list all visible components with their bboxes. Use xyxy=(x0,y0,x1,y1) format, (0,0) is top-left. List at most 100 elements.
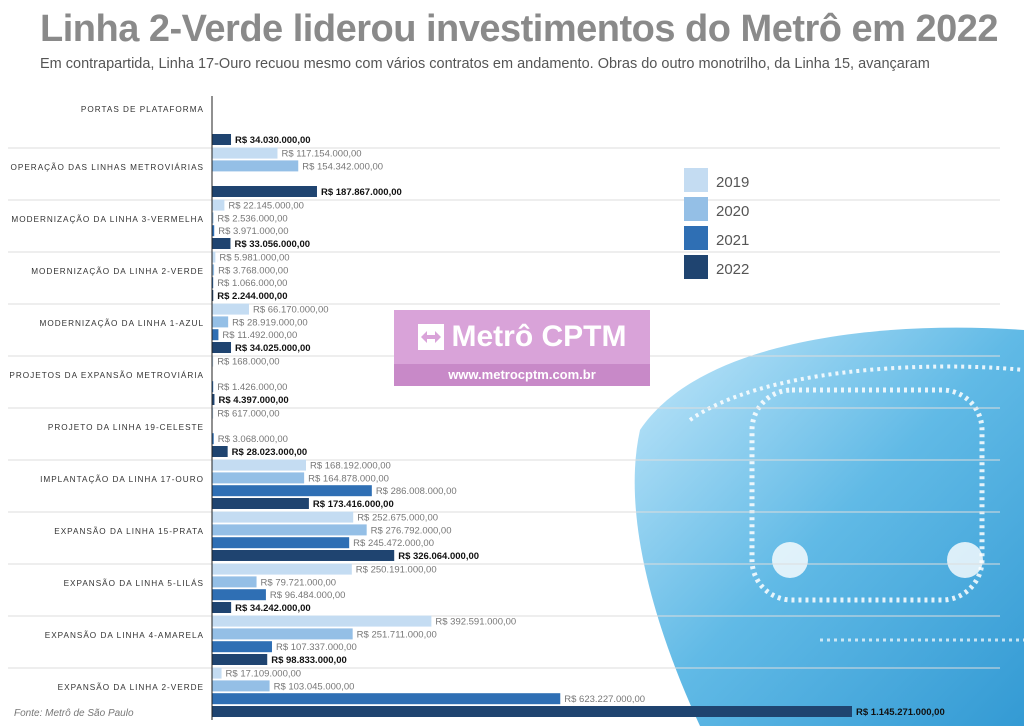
category-group: EXPANSÃO DA LINHA 4-AMARELA R$ 392.591.00… xyxy=(8,615,1000,666)
data-label-2019: R$ 617.000,00 xyxy=(217,409,279,420)
source-note: Fonte: Metrô de São Paulo xyxy=(14,708,134,719)
data-label-2022: R$ 34.030.000,00 xyxy=(235,135,311,146)
data-label-2019: R$ 168.192.000,00 xyxy=(310,461,391,472)
data-label-2021: R$ 96.484.000,00 xyxy=(270,590,346,601)
bar-2019 xyxy=(212,199,225,211)
data-label-2022: R$ 98.833.000,00 xyxy=(271,655,347,666)
bar-2022 xyxy=(212,602,232,613)
data-label-2020: R$ 251.711.000,00 xyxy=(357,629,437,640)
category-group: MODERNIZAÇÃO DA LINHA 2-VERDE R$ 5.981.00… xyxy=(8,251,1000,302)
legend-swatch-2020 xyxy=(684,197,708,221)
data-label-2022: R$ 34.242.000,00 xyxy=(235,603,311,614)
data-label-2022: R$ 33.056.000,00 xyxy=(234,239,310,250)
bar-2021 xyxy=(212,641,272,653)
bar-2019 xyxy=(212,147,278,159)
category-label: MODERNIZAÇÃO DA LINHA 2-VERDE xyxy=(31,266,204,276)
data-label-2020: R$ 154.342.000,00 xyxy=(302,161,383,172)
bar-2020 xyxy=(212,316,229,328)
data-label-2020: R$ 28.919.000,00 xyxy=(232,317,308,328)
bar-2022 xyxy=(212,550,395,561)
legend-swatch-2019 xyxy=(684,168,708,192)
data-label-2022: R$ 173.416.000,00 xyxy=(313,499,394,510)
data-label-2020: R$ 3.768.000,00 xyxy=(218,265,288,276)
bar-2021 xyxy=(212,277,214,289)
category-label: MODERNIZAÇÃO DA LINHA 1-AZUL xyxy=(40,318,204,328)
data-label-2019: R$ 5.981.000,00 xyxy=(219,253,289,264)
chart-legend: 2019 2020 2021 2022 xyxy=(684,168,749,279)
bar-2022 xyxy=(212,186,317,197)
bar-2022 xyxy=(212,446,228,457)
bar-2022 xyxy=(212,238,231,249)
category-label: EXPANSÃO DA LINHA 2-VERDE xyxy=(58,682,204,692)
bar-2022 xyxy=(212,290,214,301)
watermark-brand-text: Metrô CPTM xyxy=(451,320,627,353)
category-label: MODERNIZAÇÃO DA LINHA 3-VERMELHA xyxy=(11,214,204,224)
legend-label-2022: 2022 xyxy=(716,261,749,278)
bar-2022 xyxy=(212,498,309,509)
bar-2020 xyxy=(212,628,353,640)
bar-2020 xyxy=(212,576,257,588)
bar-2020 xyxy=(212,472,305,484)
data-label-2019: R$ 250.191.000,00 xyxy=(356,565,437,576)
bar-2022 xyxy=(212,342,232,353)
data-label-2022: R$ 2.244.000,00 xyxy=(217,291,287,302)
data-label-2019: R$ 168.000,00 xyxy=(217,357,279,368)
category-group: EXPANSÃO DA LINHA 5-LILÁS R$ 250.191.000,… xyxy=(8,563,1000,614)
category-group: PROJETO DA LINHA 19-CELESTE R$ 617.000,00… xyxy=(8,407,1000,458)
data-label-2021: R$ 623.227.000,00 xyxy=(564,694,645,705)
data-label-2019: R$ 392.591.000,00 xyxy=(435,617,516,628)
data-label-2021: R$ 1.426.000,00 xyxy=(217,382,287,393)
bar-2021 xyxy=(212,693,561,705)
bar-2022 xyxy=(212,394,215,405)
bar-2019 xyxy=(212,667,222,679)
chart-subtitle: Em contrapartida, Linha 17-Ouro recuou m… xyxy=(40,56,930,72)
category-group: IMPLANTAÇÃO DA LINHA 17-OURO R$ 168.192.0… xyxy=(8,459,1000,510)
data-label-2019: R$ 17.109.000,00 xyxy=(226,669,302,680)
data-label-2019: R$ 66.170.000,00 xyxy=(253,305,329,316)
bar-2022 xyxy=(212,134,232,145)
category-group: EXPANSÃO DA LINHA 15-PRATA R$ 252.675.000… xyxy=(8,511,1000,562)
watermark-logo: Metrô CPTM www.metrocptm.com.br xyxy=(394,310,650,388)
category-group: EXPANSÃO DA LINHA 2-VERDE R$ 17.109.000,0… xyxy=(8,667,1000,718)
data-label-2022: R$ 4.397.000,00 xyxy=(218,395,288,406)
category-label: PORTAS DE PLATAFORMA xyxy=(81,105,204,114)
data-label-2020: R$ 164.878.000,00 xyxy=(308,473,389,484)
bar-2021 xyxy=(212,485,372,497)
bar-2019 xyxy=(212,407,214,419)
bar-2019 xyxy=(212,563,352,575)
legend-label-2019: 2019 xyxy=(716,174,749,191)
category-label: PROJETOS DA EXPANSÃO METROVIÁRIA xyxy=(9,370,204,380)
bar-2020 xyxy=(212,680,270,692)
bar-2019 xyxy=(212,511,354,523)
data-label-2022: R$ 326.064.000,00 xyxy=(398,551,479,562)
bar-2020 xyxy=(212,264,215,276)
bar-2019 xyxy=(212,459,306,471)
category-label: EXPANSÃO DA LINHA 15-PRATA xyxy=(54,526,204,536)
bar-2021 xyxy=(212,381,214,393)
data-label-2022: R$ 187.867.000,00 xyxy=(321,187,402,198)
watermark-url: www.metrocptm.com.br xyxy=(394,364,650,386)
category-group: PORTAS DE PLATAFORMA R$ 34.030.000,00 xyxy=(81,105,311,146)
bar-2020 xyxy=(212,524,367,536)
category-group: OPERAÇÃO DAS LINHAS METROVIÁRIAS R$ 117.1… xyxy=(8,147,1000,198)
bar-2019 xyxy=(212,615,432,627)
bar-2022 xyxy=(212,654,268,665)
bar-2021 xyxy=(212,433,214,445)
bar-2021 xyxy=(212,537,350,549)
legend-label-2020: 2020 xyxy=(716,203,749,220)
data-label-2021: R$ 286.008.000,00 xyxy=(376,486,457,497)
category-label: PROJETO DA LINHA 19-CELESTE xyxy=(48,423,204,432)
train-photo-background xyxy=(634,327,1024,726)
bar-2019 xyxy=(212,251,216,263)
watermark-brand-box: Metrô CPTM xyxy=(394,310,650,364)
bar-2021 xyxy=(212,589,266,601)
data-label-2020: R$ 103.045.000,00 xyxy=(274,681,355,692)
data-label-2019: R$ 252.675.000,00 xyxy=(357,513,438,524)
data-label-2021: R$ 1.066.000,00 xyxy=(217,278,287,289)
chart-title: Linha 2-Verde liderou investimentos do M… xyxy=(40,8,999,50)
data-label-2022: R$ 1.145.271.000,00 xyxy=(856,707,945,718)
bar-2020 xyxy=(212,212,214,224)
data-label-2019: R$ 117.154.000,00 xyxy=(281,149,361,160)
metro-logo-icon xyxy=(417,324,444,350)
legend-swatch-2022 xyxy=(684,255,708,279)
